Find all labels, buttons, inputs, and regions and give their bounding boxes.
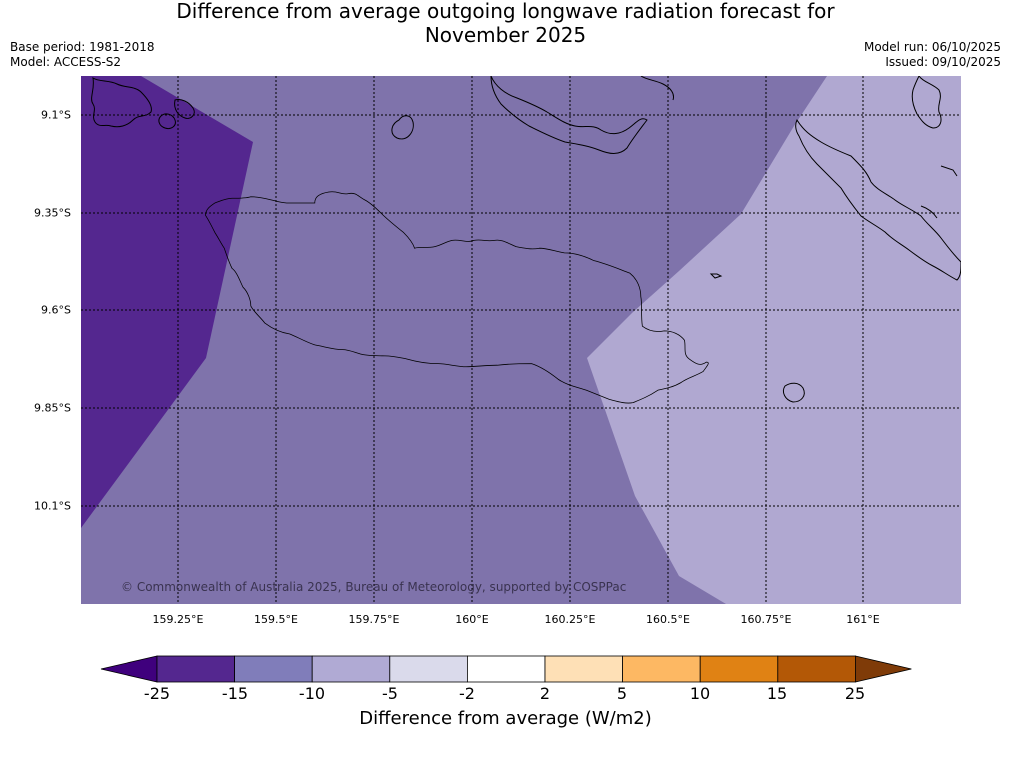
y-tick-label: 10.1°S — [34, 499, 71, 513]
region-minus-5-to-10 — [587, 76, 961, 604]
colorbar-tick: -10 — [298, 684, 326, 703]
colorbar-segment — [544, 655, 623, 683]
colorbar-segment — [777, 655, 856, 683]
colorbar-arrow-high — [855, 655, 912, 683]
x-tick-label: 160.75°E — [740, 613, 792, 626]
base-period: Base period: 1981-2018 — [10, 40, 155, 54]
x-tick-label: 159.75°E — [348, 613, 400, 626]
model-run: Model run: 06/10/2025 — [863, 40, 1001, 54]
colorbar-segment — [234, 655, 313, 683]
x-tick-label: 161°E — [846, 613, 880, 626]
x-tick-label: 159.5°E — [254, 613, 298, 626]
colorbar-label: Difference from average (W/m2) — [359, 708, 652, 729]
colorbar-tick: 2 — [539, 684, 551, 703]
copyright-notice: © Commonwealth of Australia 2025, Bureau… — [121, 580, 626, 594]
colorbar-segment — [389, 655, 468, 683]
issued-date: Issued: 09/10/2025 — [885, 55, 1001, 69]
y-tick-label: 9.1°S — [41, 108, 71, 122]
title-line-2: November 2025 — [424, 23, 587, 47]
graticule — [81, 76, 961, 604]
y-tick-label: 9.85°S — [34, 401, 71, 415]
colorbar-tick: 5 — [616, 684, 628, 703]
map-panel: © Commonwealth of Australia 2025, Bureau… — [81, 76, 961, 604]
colorbar-tick: -5 — [382, 684, 398, 703]
y-tick-label: 9.6°S — [41, 303, 71, 317]
x-tick-label: 159.25°E — [152, 613, 204, 626]
colorbar-arrow-low — [100, 655, 158, 683]
colorbar-segment — [622, 655, 701, 683]
x-tick-label: 160°E — [455, 613, 489, 626]
colorbar-tick: 10 — [689, 684, 711, 703]
meta-right: Model run: 06/10/2025 Issued: 09/10/2025 — [864, 40, 1001, 70]
model-name: Model: ACCESS-S2 — [10, 55, 122, 69]
colorbar-segment — [156, 655, 235, 683]
y-tick-label: 9.35°S — [34, 206, 71, 220]
colorbar-tick: -25 — [143, 684, 171, 703]
meta-left: Base period: 1981-2018 Model: ACCESS-S2 — [10, 40, 155, 70]
coastlines — [91, 76, 961, 404]
colorbar-segment — [466, 655, 546, 683]
title-line-1: Difference from average outgoing longwav… — [176, 0, 835, 23]
map-svg: © Commonwealth of Australia 2025, Bureau… — [81, 76, 961, 604]
colorbar-tick: -2 — [459, 684, 475, 703]
x-tick-label: 160.5°E — [646, 613, 690, 626]
colorbar-tick: -15 — [221, 684, 249, 703]
colorbar-segment — [699, 655, 779, 683]
colorbar-segment — [311, 655, 391, 683]
region-minus-15-to-25 — [81, 76, 253, 528]
colorbar — [100, 655, 912, 683]
x-tick-label: 160.25°E — [544, 613, 596, 626]
colorbar-tick: 15 — [766, 684, 788, 703]
colorbar-tick: 25 — [844, 684, 866, 703]
